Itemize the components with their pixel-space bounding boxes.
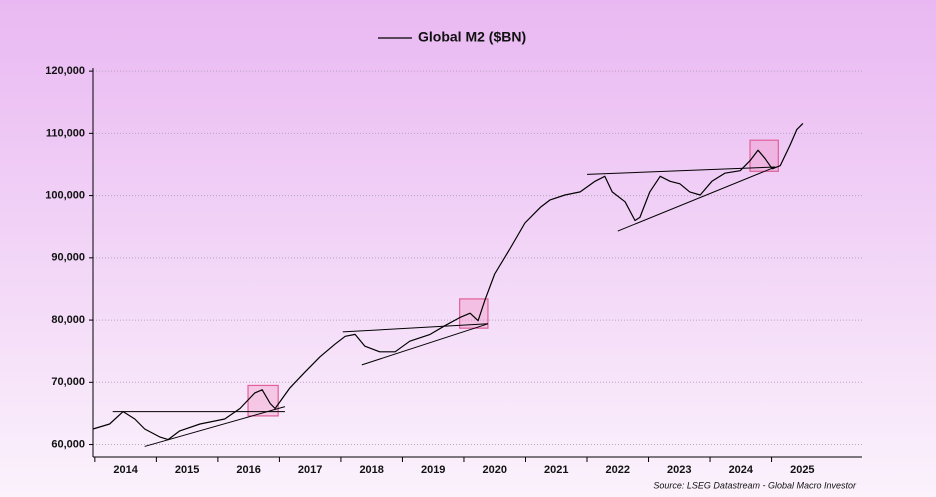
x-tick-label: 2018 — [359, 464, 383, 476]
legend-label: Global M2 ($BN) — [418, 29, 526, 45]
y-tick-label: 80,000 — [51, 314, 85, 326]
x-tick-label: 2017 — [298, 464, 322, 476]
source: Source: LSEG Datastream - Global Macro I… — [653, 480, 857, 490]
x-tick-label: 2015 — [175, 464, 199, 476]
y-tick-label: 70,000 — [51, 376, 85, 388]
trendline — [586, 166, 776, 175]
x-tick-label: 2022 — [606, 464, 630, 476]
trendline — [361, 323, 489, 366]
x-tick-label: 2024 — [729, 464, 754, 476]
y-tick-label: 110,000 — [46, 127, 85, 139]
trendline — [617, 166, 776, 232]
y-tick-label: 100,000 — [45, 189, 85, 201]
y-tick-label: 90,000 — [51, 252, 85, 264]
x-tick-label: 2023 — [667, 464, 691, 476]
x-tick-label: 2020 — [482, 464, 506, 476]
x-tick-label: 2014 — [113, 464, 138, 476]
x-tick-label: 2019 — [421, 464, 445, 476]
trendline — [144, 406, 286, 447]
highlight-box — [749, 139, 779, 172]
y-tick-label: 60,000 — [51, 438, 85, 450]
m2-line — [92, 122, 804, 441]
x-tick-label: 2025 — [790, 464, 814, 476]
x-tick-label: 2016 — [236, 464, 260, 476]
y-tick-label: 120,000 — [45, 65, 85, 77]
trendline — [342, 323, 488, 333]
x-tick-label: 2021 — [544, 464, 568, 476]
